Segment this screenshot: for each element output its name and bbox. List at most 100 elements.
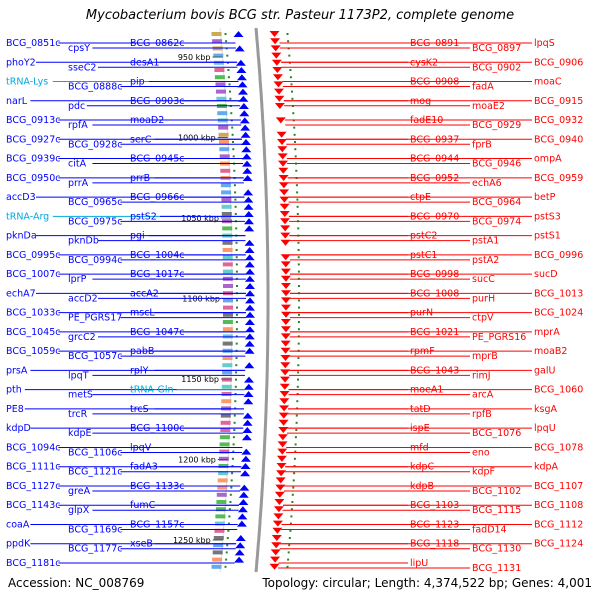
plus-strand-feature [274, 103, 285, 109]
minus-strand-feature [245, 290, 255, 297]
feature-dot [235, 342, 238, 345]
plus-strand-feature [279, 383, 290, 390]
map-title: Mycobacterium bovis BCG str. Pasteur 117… [85, 8, 515, 23]
minus-strand-feature [243, 203, 254, 210]
right-feature-label: BCG_1130 [472, 544, 521, 555]
minus-strand-feature [241, 139, 251, 145]
feature-dot [236, 306, 238, 309]
left-feature-label: BCG_0913c [6, 115, 61, 126]
feature-dot [297, 270, 300, 273]
left-feature-label: narL [6, 96, 28, 107]
right-feature-label: lpqU [534, 423, 556, 434]
plus-strand-feature [278, 175, 289, 181]
feature-block [222, 327, 233, 332]
feature-dot [287, 551, 290, 554]
feature-block [213, 53, 224, 58]
feature-dot [232, 443, 235, 446]
left-feature-label: lpqV [130, 442, 152, 453]
feature-block [219, 435, 230, 440]
plus-strand-feature [280, 239, 291, 246]
accession-text: Accession: NC_008769 [8, 576, 145, 590]
plus-strand-feature [272, 74, 283, 81]
plus-strand-feature [279, 203, 290, 210]
right-feature-label: BCG_1013 [534, 288, 583, 299]
minus-strand-feature [244, 275, 255, 282]
feature-block [219, 154, 230, 159]
left-feature-label: BCG_1033c [6, 308, 61, 319]
right-feature-label: betP [534, 192, 556, 203]
feature-block [213, 60, 224, 65]
minus-strand-feature [241, 153, 252, 160]
minus-strand-feature [244, 225, 255, 232]
feature-dot [230, 112, 233, 115]
left-feature-label: xseB [130, 539, 153, 550]
minus-strand-feature [238, 499, 249, 505]
minus-strand-feature [244, 239, 255, 246]
plus-strand-feature [280, 275, 291, 282]
left-feature-label: BCG_0950c [6, 173, 61, 184]
feature-dot [228, 508, 231, 511]
feature-block [222, 341, 233, 346]
right-feature-label: BCG_1078 [534, 442, 583, 453]
left-feature-label: pabB [130, 346, 154, 357]
left-feature-label: PE8 [6, 404, 24, 415]
plus-strand-feature [279, 398, 290, 405]
feature-block [223, 305, 233, 310]
feature-block [221, 406, 232, 411]
feature-block [215, 82, 226, 87]
feature-dot [293, 133, 296, 136]
feature-block [222, 240, 233, 245]
feature-block [222, 356, 233, 360]
plus-strand-feature [274, 499, 285, 505]
feature-block [220, 428, 231, 432]
feature-block [223, 284, 233, 288]
left-feature-label: BCG_0945c [130, 154, 185, 165]
right-feature-label: PE_PGRS16 [472, 332, 526, 343]
left-feature-label: BCG_1121c [68, 467, 123, 478]
feature-block [214, 68, 225, 72]
feature-dot [292, 479, 295, 482]
feature-dot [227, 522, 230, 525]
minus-strand-feature [242, 427, 253, 433]
feature-dot [235, 249, 238, 251]
minus-strand-feature [242, 175, 253, 181]
feature-dot [296, 400, 299, 403]
plus-strand-feature [281, 283, 291, 289]
left-feature-label: trcR [68, 409, 88, 420]
left-feature-label: BCG_0965c [68, 197, 123, 208]
feature-block [222, 262, 233, 267]
feature-block [217, 111, 228, 116]
left-feature-label: BCG_1143c [6, 500, 61, 511]
left-feature-label: metS [68, 390, 93, 401]
feature-dot [294, 450, 297, 453]
right-feature-label: BCG_1124 [534, 539, 583, 550]
right-feature-label: pstA1 [472, 236, 499, 247]
plus-strand-feature [273, 81, 284, 88]
right-feature-label: purH [472, 293, 495, 304]
right-feature-label: rpfB [472, 409, 492, 420]
feature-dot [226, 61, 229, 64]
right-feature-label: BCG_1131 [472, 563, 521, 574]
feature-dot [229, 493, 232, 496]
feature-dot [290, 508, 293, 511]
minus-strand-feature [244, 247, 255, 253]
feature-block [220, 168, 231, 173]
feature-dot [232, 155, 235, 158]
feature-block [218, 464, 229, 468]
left-feature-label: BCG_1059c [6, 346, 61, 357]
plus-strand-feature [273, 506, 284, 513]
plus-strand-feature [274, 95, 285, 102]
minus-strand-feature [245, 304, 255, 311]
left-feature-label: tRNA-Lys [6, 77, 48, 88]
feature-dot [235, 378, 237, 381]
minus-strand-feature [243, 383, 254, 390]
feature-block [222, 377, 232, 382]
plus-strand-feature [280, 254, 291, 261]
left-feature-label: BCG_0966c [130, 192, 185, 203]
feature-block [221, 392, 232, 396]
feature-block [222, 320, 233, 324]
left-feature-label: phoY2 [6, 57, 36, 68]
right-feature-label: BCG_1112 [534, 519, 583, 530]
right-feature-label: eno [472, 447, 490, 458]
left-feature-label: prsA [6, 365, 28, 376]
